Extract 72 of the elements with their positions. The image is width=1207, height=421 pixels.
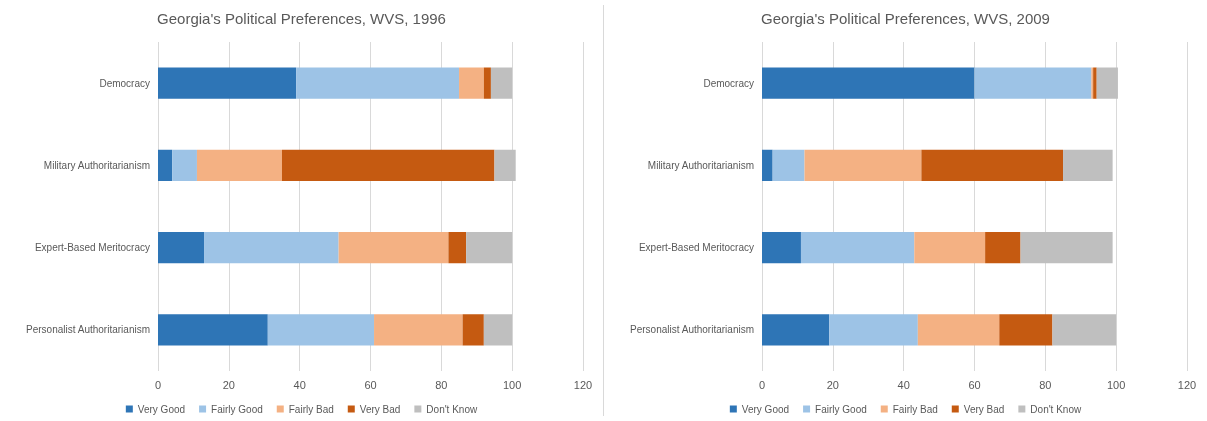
x-tick-label: 40 [897,378,910,391]
legend-label: Fairly Bad [288,403,334,415]
bar [974,67,1092,99]
x-tick-label: 100 [502,378,522,391]
bar [338,232,449,264]
legend-label: Fairly Bad [892,403,938,415]
bar [1020,232,1113,264]
x-tick-label: 120 [1177,378,1197,391]
chart-title: Georgia's Political Preferences, WVS, 2009 [761,10,1050,27]
x-tick-label: 60 [968,378,981,391]
bar [917,314,1000,346]
bar [800,232,915,264]
bar [158,232,205,264]
legend-label: Fairly Good [815,403,867,415]
x-tick-label: 100 [1106,378,1126,391]
y-tick-label: Personalist Authoritarianism [26,324,150,336]
bar [914,232,986,264]
bar [374,314,463,346]
x-tick-label: 60 [364,378,377,391]
x-tick-label: 20 [222,378,235,391]
bar [196,149,282,181]
bar [204,232,339,264]
bar [483,314,513,346]
bar [921,149,1064,181]
x-tick-label: 0 [758,378,766,391]
legend-label: Very Bad [963,403,1005,415]
bar [267,314,375,346]
y-tick-label: Military Authoritarianism [647,159,754,171]
bar [296,67,460,99]
legend-label: Very Good [137,403,186,415]
bar [762,232,801,264]
bar [459,67,484,99]
bar [1052,314,1117,346]
y-tick-label: Personalist Authoritarianism [630,324,754,336]
bar [1096,67,1118,99]
bar [462,314,484,346]
bar [281,149,495,181]
bar [772,149,805,181]
bar [985,232,1021,264]
bar [158,314,268,346]
y-tick-label: Expert-Based Meritocracy [638,242,754,254]
bar [762,67,975,99]
chart-title: Georgia's Political Preferences, WVS, 1996 [157,10,446,27]
legend-label: Fairly Good [211,403,263,415]
x-tick-label: 0 [154,378,162,391]
y-tick-label: Democracy [703,77,754,89]
bar [804,149,922,181]
legend-label: Very Bad [359,403,401,415]
bar [172,149,197,181]
bar [494,149,516,181]
bar [762,149,773,181]
legend-label: Don't Know [1030,403,1082,415]
legend-label: Don't Know [426,403,478,415]
bar [999,314,1053,346]
bar [762,314,830,346]
x-tick-label: 80 [1039,378,1052,391]
bar [829,314,918,346]
x-tick-label: 20 [826,378,839,391]
bar [1063,149,1113,181]
legend-label: Very Good [741,403,790,415]
bar [490,67,513,99]
bar [448,232,467,264]
bar [158,67,297,99]
x-tick-label: 120 [573,378,593,391]
bar [466,232,513,264]
y-tick-label: Expert-Based Meritocracy [34,242,150,254]
x-tick-label: 80 [435,378,448,391]
y-tick-label: Democracy [99,77,150,89]
y-tick-label: Military Authoritarianism [43,159,150,171]
bar [483,67,491,99]
x-tick-label: 40 [293,378,306,391]
bar [158,149,173,181]
